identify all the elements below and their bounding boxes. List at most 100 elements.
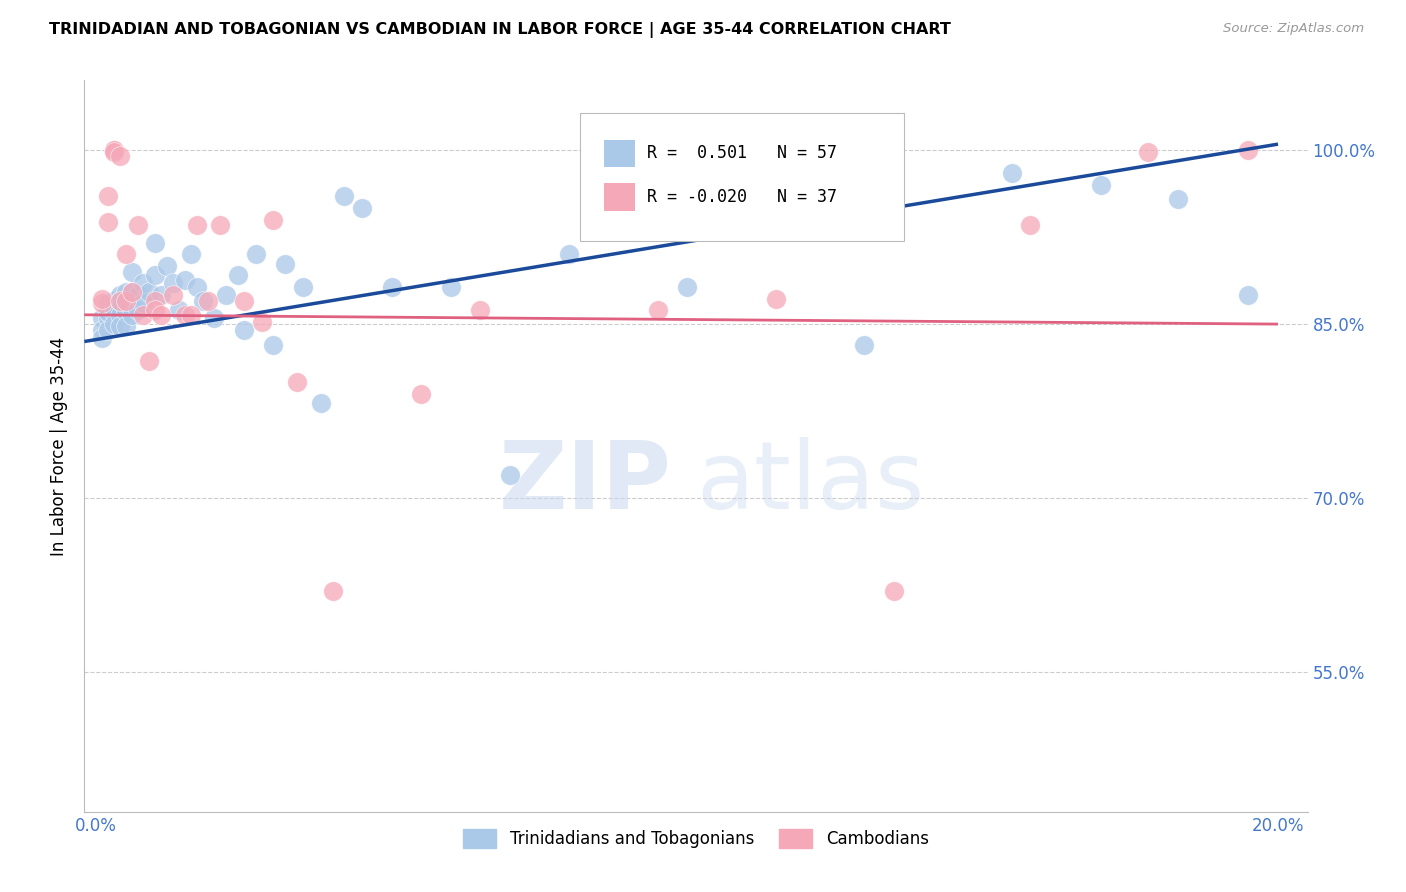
Bar — [605, 184, 636, 211]
Point — [853, 338, 876, 352]
Point — [97, 311, 120, 326]
Point — [499, 468, 522, 483]
Point — [103, 317, 125, 331]
Point — [91, 292, 114, 306]
Point — [322, 584, 344, 599]
Point — [114, 319, 136, 334]
Point — [333, 189, 356, 203]
Point — [108, 293, 131, 308]
Point — [162, 277, 184, 291]
Point — [232, 293, 254, 308]
Point — [91, 296, 114, 310]
Bar — [605, 139, 636, 168]
Point — [108, 308, 131, 322]
Point — [676, 280, 699, 294]
Point — [108, 149, 131, 163]
Point — [1001, 166, 1024, 180]
Point — [180, 247, 202, 261]
Point — [274, 257, 297, 271]
Point — [97, 189, 120, 203]
Point — [440, 280, 463, 294]
Point — [1167, 192, 1189, 206]
Point — [103, 293, 125, 308]
Point — [197, 293, 219, 308]
Point — [103, 143, 125, 157]
Point — [411, 386, 433, 401]
Point — [381, 280, 404, 294]
Point — [108, 288, 131, 302]
Point — [97, 305, 120, 319]
Point — [114, 247, 136, 261]
Point — [883, 584, 905, 599]
Point — [114, 293, 136, 308]
Point — [127, 219, 149, 233]
Point — [97, 296, 120, 310]
Point — [121, 285, 143, 299]
Text: atlas: atlas — [696, 436, 924, 529]
Point — [250, 315, 273, 329]
Point — [143, 268, 166, 283]
Point — [114, 285, 136, 299]
Point — [1237, 288, 1260, 302]
Point — [143, 303, 166, 318]
Text: ZIP: ZIP — [499, 436, 672, 529]
Point — [138, 285, 160, 299]
Point — [150, 308, 173, 322]
Point — [215, 288, 238, 302]
Point — [292, 280, 315, 294]
Point — [103, 143, 125, 157]
Point — [647, 303, 669, 318]
Point — [121, 285, 143, 299]
Point — [156, 259, 179, 273]
Point — [285, 375, 308, 389]
Point — [202, 311, 225, 326]
Point — [226, 268, 249, 283]
Point — [103, 300, 125, 314]
Point — [262, 338, 284, 352]
Legend: Trinidadians and Tobagonians, Cambodians: Trinidadians and Tobagonians, Cambodians — [457, 822, 935, 855]
Point — [180, 308, 202, 322]
Point — [173, 308, 195, 322]
Point — [232, 323, 254, 337]
Point — [132, 308, 155, 322]
Point — [167, 303, 190, 318]
Point — [138, 354, 160, 368]
Point — [121, 308, 143, 322]
Point — [1237, 143, 1260, 157]
Point — [127, 288, 149, 302]
Point — [114, 305, 136, 319]
Point — [108, 319, 131, 334]
Point — [209, 219, 232, 233]
Text: R = -0.020   N = 37: R = -0.020 N = 37 — [647, 188, 837, 206]
Point — [103, 305, 125, 319]
Point — [245, 247, 267, 261]
Point — [162, 288, 184, 302]
Point — [1137, 145, 1160, 160]
Point — [262, 212, 284, 227]
Point — [91, 323, 114, 337]
Point — [150, 288, 173, 302]
Point — [191, 293, 214, 308]
Y-axis label: In Labor Force | Age 35-44: In Labor Force | Age 35-44 — [51, 336, 69, 556]
FancyBboxPatch shape — [579, 113, 904, 241]
Point — [558, 247, 581, 261]
Point — [121, 265, 143, 279]
Point — [1018, 219, 1040, 233]
Point — [132, 296, 155, 310]
Point — [352, 201, 374, 215]
Point — [1090, 178, 1112, 192]
Point — [309, 396, 332, 410]
Point — [91, 311, 114, 326]
Text: TRINIDADIAN AND TOBAGONIAN VS CAMBODIAN IN LABOR FORCE | AGE 35-44 CORRELATION C: TRINIDADIAN AND TOBAGONIAN VS CAMBODIAN … — [49, 22, 950, 38]
Text: R =  0.501   N = 57: R = 0.501 N = 57 — [647, 145, 837, 162]
Point — [97, 323, 120, 337]
Point — [765, 292, 787, 306]
Point — [186, 280, 208, 294]
Point — [470, 303, 492, 318]
Text: Source: ZipAtlas.com: Source: ZipAtlas.com — [1223, 22, 1364, 36]
Point — [132, 277, 155, 291]
Point — [108, 293, 131, 308]
Point — [97, 215, 120, 229]
Point — [91, 331, 114, 345]
Point — [127, 303, 149, 318]
